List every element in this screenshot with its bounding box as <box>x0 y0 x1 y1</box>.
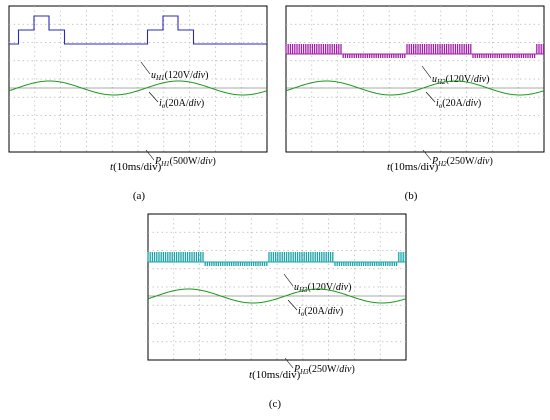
label-io: io(20A/div) <box>159 98 204 110</box>
panel-b: uH2(120V/div) io(20A/div) PH2(250W/div) t(1… <box>280 2 550 187</box>
label-pH1: PH1(500W/div) <box>154 156 216 168</box>
label-pH3: PH3(250W/div) <box>293 364 355 376</box>
panel-label-a: (a) <box>132 190 146 202</box>
pointer-uH3 <box>283 273 294 287</box>
pointer-io <box>425 91 436 103</box>
axis-label-time-b: t(10ms/div) <box>387 161 439 173</box>
trace-uH2 <box>285 44 545 58</box>
oscilloscope-chart-a: uH1(120V/div) io(20A/div) PH1(500W/div)t(1… <box>8 5 268 173</box>
trace-uH1 <box>9 15 267 45</box>
grid-b <box>286 6 544 152</box>
label-uH3: uH3(120V/div) <box>294 282 351 294</box>
pointer-io <box>148 91 159 103</box>
panel-label-c: (c) <box>268 398 282 410</box>
pointer-uH2 <box>421 65 432 79</box>
label-io: io(20A/div) <box>436 98 481 110</box>
trace-uH3 <box>147 252 407 266</box>
grid-a <box>9 6 267 152</box>
pointer-pH3 <box>284 357 294 369</box>
pointer-pH2 <box>422 149 432 161</box>
axis-label-time-c: t(10ms/div) <box>249 369 301 381</box>
oscilloscope-chart-c: uH3(120V/div) io(20A/div) PH3(250W/div)t(1… <box>147 213 407 381</box>
label-io: io(20A/div) <box>298 306 343 318</box>
trace-io <box>8 80 268 96</box>
axis-label-time-a: t(10ms/div) <box>110 161 162 173</box>
trace-io <box>285 80 545 96</box>
pointer-pH1 <box>145 149 155 161</box>
grid-c <box>148 214 406 360</box>
pointer-io <box>287 299 298 311</box>
oscilloscope-chart-b: uH2(120V/div) io(20A/div) PH2(250W/div)t(1… <box>285 5 545 173</box>
pointer-uH1 <box>140 61 151 75</box>
trace-io <box>147 288 407 304</box>
panel-label-b: (b) <box>404 190 418 202</box>
panel-a: uH1(120V/div) io(20A/div) PH1(500W/div) t(1… <box>3 2 273 187</box>
label-uH2: uH2(120V/div) <box>432 74 489 86</box>
panel-c: uH3(120V/div) io(20A/div) PH3(250W/div) t(1… <box>142 210 412 390</box>
label-uH1: uH1(120V/div) <box>151 70 208 82</box>
label-pH2: PH2(250W/div) <box>431 156 493 168</box>
